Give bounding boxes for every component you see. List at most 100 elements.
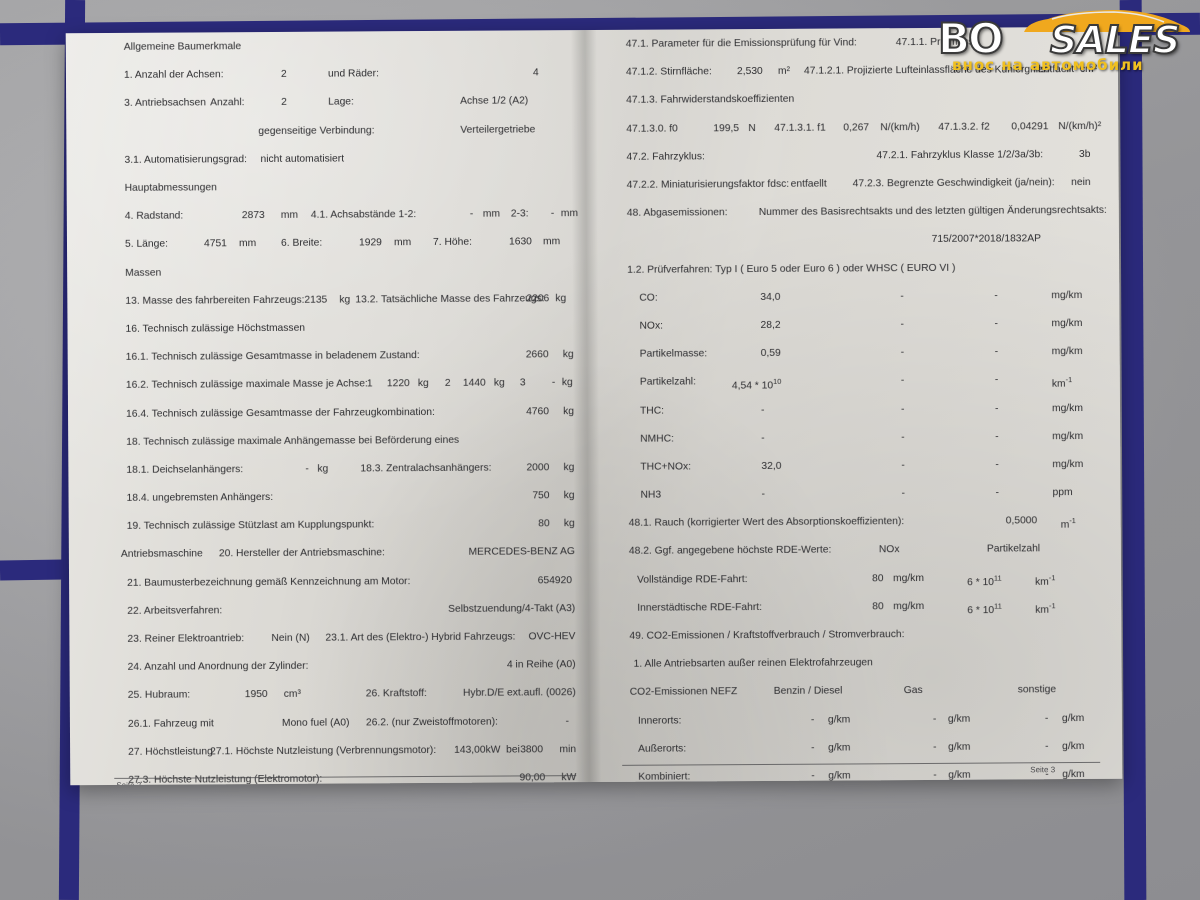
doc-line: 47.2. Fahrzyklus: 47.2.1. Fahrzyklus Klas… xyxy=(618,148,1098,165)
wheels-value: 4 xyxy=(532,67,539,79)
actualmass-unit: kg xyxy=(555,292,567,304)
axlespacing-12-value: - xyxy=(469,208,474,220)
blue-tape-right xyxy=(1119,0,1147,900)
wheelbase-unit: mm xyxy=(280,209,299,222)
axle3-unit: kg xyxy=(561,377,573,389)
doc-line: Partikelzahl: 4,54 * 1010 - - km-1 xyxy=(620,373,1100,392)
section-heading-mass: Massen xyxy=(125,267,162,279)
co2-u2: g/km xyxy=(947,713,971,725)
interconnection-value: Verteilergetriebe xyxy=(460,123,536,136)
gvw-label: 16.1. Technisch zulässige Gesamtmasse in… xyxy=(125,350,420,363)
emission-value-1: 0,59 xyxy=(760,347,781,360)
doc-line: 47.2.2. Miniaturisierungsfaktor fdsc: ent… xyxy=(619,176,1099,193)
rde-pn-value: 6 * 1011 xyxy=(967,601,1002,617)
f0-value: 199,5 xyxy=(713,122,740,134)
watermark-tagline: внос на автомобили xyxy=(952,56,1144,74)
co2-v1: - xyxy=(810,714,815,726)
emission-name: THC+NOx: xyxy=(640,461,692,473)
doc-line: 47.1.3.0. f0 199,5 N 47.1.3.1. f1 0,267 N/(km… xyxy=(618,119,1101,136)
length-value: 4751 xyxy=(203,238,227,250)
doc-line: Hauptabmessungen xyxy=(111,179,581,196)
emission-value-1: 32,0 xyxy=(761,460,782,472)
emission-value-3: - xyxy=(994,403,999,415)
drawbar-label: 18.1. Deichselanhängers: xyxy=(126,464,244,476)
drive-axles-count-label: Anzahl: xyxy=(210,97,245,109)
co2-v3: - xyxy=(1044,712,1049,724)
rde-pn-header: Partikelzahl xyxy=(986,543,1041,556)
emission-value-3: - xyxy=(994,318,998,330)
hybrid-type-label: 23.1. Art des (Elektro-) Hybrid Fahrzeug… xyxy=(325,631,516,644)
doc-line: 1. Anzahl der Achsen: 2 und Räder: 4 xyxy=(110,66,580,83)
f2-label: 47.1.3.2. f2 xyxy=(938,121,990,133)
doc-line: 18. Technisch zulässige maximale Anhänge… xyxy=(112,433,582,450)
actualmass-value: 2206 xyxy=(526,293,550,305)
emission-name: NOx: xyxy=(639,320,664,332)
bifuel-value: - xyxy=(565,715,569,727)
drive-axles-value: 2 xyxy=(281,97,287,109)
doc-line: 715/2007*2018/1832AP xyxy=(619,232,1099,249)
emission-unit: mg/km xyxy=(1051,402,1083,414)
co2-u3: g/km xyxy=(1061,712,1085,724)
gvw-value: 2660 xyxy=(525,349,549,361)
max-masses-heading: 16. Technisch zulässige Höchstmassen xyxy=(125,322,306,335)
speedlimited-label: 47.2.3. Begrenzte Geschwindigkeit (ja/ne… xyxy=(852,177,1055,190)
doc-line: 27. Höchstleistung 27.1. Höchste Nutzleis… xyxy=(114,743,584,760)
cylinders-value: 4 in Reihe (A0) xyxy=(506,659,576,671)
engine-maker-value: MERCEDES-BENZ AG xyxy=(468,546,575,559)
watermark-bo-text: BO xyxy=(937,13,1005,64)
doc-line: 1. Alle Antriebsarten außer reinen Elekt… xyxy=(622,655,1102,672)
frontal-area-unit: m² xyxy=(777,65,791,78)
pure-electric-value: Nein (N) xyxy=(271,632,310,645)
fdsc-value: entfaellt xyxy=(790,178,827,190)
emission-name: THC: xyxy=(639,405,665,417)
f1-value: 0,267 xyxy=(843,121,870,134)
emission-value-1: - xyxy=(760,404,765,416)
drive-axles-label: 3. Antriebsachsen xyxy=(124,97,207,110)
coc-document-sheet: Allgemeine Baumerkmale 1. Anzahl der Achs… xyxy=(65,26,1123,786)
doc-line: 18.4. ungebremsten Anhängers: kg 750 xyxy=(113,489,583,506)
co2-u3: g/km xyxy=(1062,740,1085,752)
length-unit: mm xyxy=(238,238,257,250)
combination-mass-value: 4760 xyxy=(526,405,550,417)
emission-value-3: - xyxy=(994,346,999,358)
doc-line: 48.1. Rauch (korrigierter Wert des Absor… xyxy=(621,514,1101,531)
kerbmass-value: 2135 xyxy=(304,294,328,306)
displacement-value: 1950 xyxy=(244,689,268,701)
combination-mass-unit: kg xyxy=(563,405,575,417)
doc-line: 22. Arbeitsverfahren: Selbstzuendung/4-Ta… xyxy=(113,602,583,619)
engine-maker-label: 20. Hersteller der Antriebsmaschine: xyxy=(218,547,385,560)
doc-line: Innerorts: - g/km - g/km - g/km xyxy=(622,712,1102,729)
height-value: 1630 xyxy=(508,236,532,248)
smoke-unit: m-1 xyxy=(1060,516,1076,531)
emission-name: Partikelzahl: xyxy=(639,376,696,389)
axle-max-label: 16.2. Technisch zulässige maximale Masse… xyxy=(125,378,368,392)
doc-line: 3. Antriebsachsen Anzahl: 2 Lage: Achse 1/2 … xyxy=(110,94,580,111)
rde-row-name: Vollständige RDE-Fahrt: xyxy=(637,573,748,586)
trailer-mass-heading: 18. Technisch zulässige maximale Anhänge… xyxy=(126,434,460,448)
automation-label: 3.1. Automatisierungsgrad: xyxy=(124,153,248,166)
doc-line: Allgemeine Baumerkmale xyxy=(110,38,580,55)
emission-unit: mg/km xyxy=(1052,430,1084,442)
drive-axles-pos-label: Lage: xyxy=(328,96,354,108)
maxpower-rpm-unit: min xyxy=(559,743,577,756)
cycle-class-value: 3b xyxy=(1078,148,1091,160)
emission-unit: mg/km xyxy=(1051,289,1083,301)
right-footer-rule xyxy=(622,761,1101,766)
f2-value: 0,04291 xyxy=(1011,120,1049,133)
axle2-n: 2 xyxy=(444,378,451,390)
cylinders-label: 24. Anzahl und Anordnung der Zylinder: xyxy=(127,660,309,674)
co2-col1-header: Benzin / Diesel xyxy=(773,685,843,698)
gvw-unit: kg xyxy=(562,349,574,361)
smoke-label: 48.1. Rauch (korrigierter Wert des Absor… xyxy=(628,516,905,530)
rde-nox-unit: mg/km xyxy=(893,600,925,613)
doc-line: NH3 - - - ppm xyxy=(621,486,1101,503)
emission-name: NH3 xyxy=(640,489,662,501)
doc-line: 16.1. Technisch zulässige Gesamtmasse in… xyxy=(112,348,582,365)
emotor-power-label: 27.3. Höchste Nutzleistung (Elektromotor… xyxy=(128,773,323,786)
axle2-value: 1440 xyxy=(462,377,486,390)
width-value: 1929 xyxy=(358,237,382,249)
car-silhouette-icon xyxy=(1024,10,1190,32)
rde-nox-value: 80 xyxy=(872,572,884,584)
emission-value-2: - xyxy=(900,319,904,331)
frontal-area-value: 2,530 xyxy=(736,66,763,78)
